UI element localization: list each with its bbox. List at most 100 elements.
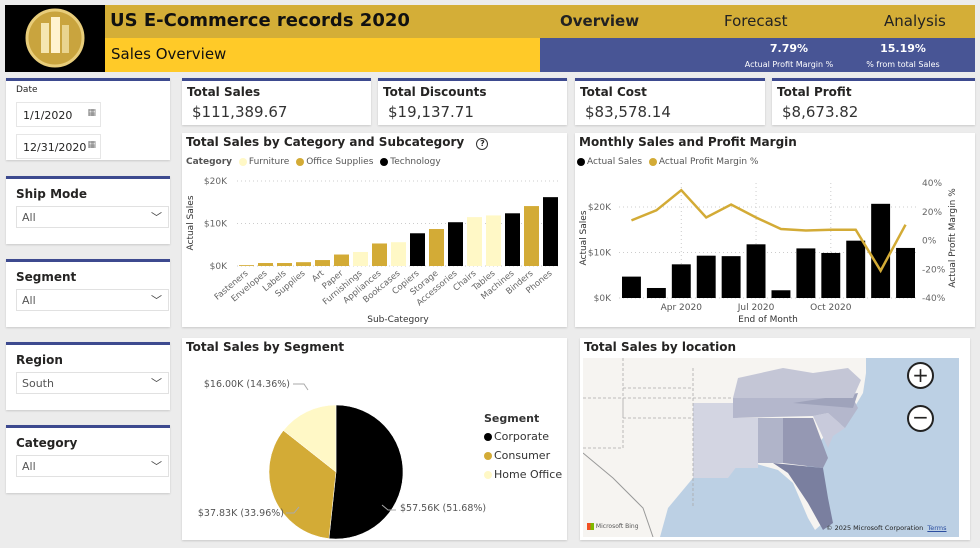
legend-technology[interactable]: Technology <box>390 157 441 167</box>
bar-chairs <box>467 217 482 266</box>
sales-bar-2020-06 <box>746 244 766 298</box>
y-axis-title: Actual Sales <box>579 210 589 265</box>
calendar-icon[interactable]: ▦ <box>87 140 96 150</box>
y2-tick-label: 40% <box>922 179 942 189</box>
segment-dropdown[interactable]: All ﹀ <box>16 289 169 311</box>
sales-bar-2020-04 <box>696 255 716 298</box>
legend-consumer[interactable]: Consumer <box>484 449 562 462</box>
y-axis-title: Actual Sales <box>186 195 196 250</box>
bar-labels <box>277 263 292 266</box>
sales-bar-2020-10 <box>846 240 866 298</box>
pie-plot: $57.56K (51.68%) $37.83K (33.96%) $16.00K … <box>198 379 486 540</box>
legend-label: Corporate <box>494 430 549 443</box>
kpi-total-discounts: Total Discounts $19,137.71 <box>378 78 567 125</box>
x-tick-label: Apr 2020 <box>661 303 703 313</box>
zoom-in-button[interactable]: + <box>907 362 934 389</box>
category-bar-plot: $0K$10K$20KFastenersEnvelopesLabelsSuppl… <box>186 177 560 325</box>
monthly-combo-plot: $0K $10K $20K -40% -20% 0% 20% 40% Apr 2020 Jul 2… <box>579 179 958 325</box>
nav-overview[interactable]: Overview <box>560 12 640 30</box>
bar-bookcases <box>391 242 406 266</box>
bar-furnishings <box>353 251 368 266</box>
x-axis-title: End of Month <box>738 315 798 325</box>
region-dropdown[interactable]: South ﹀ <box>16 372 169 394</box>
title-bar: US E-Commerce records 2020 Overview Fore… <box>105 5 975 38</box>
sales-bar-2020-12 <box>896 247 915 298</box>
pie-slice-corporate <box>328 404 404 540</box>
y2-tick-label: -20% <box>922 265 946 275</box>
chart-legend: Actual Sales Actual Profit Margin % <box>577 157 758 167</box>
leader-line <box>293 383 309 391</box>
legend-office-supplies[interactable]: Office Supplies <box>306 157 374 167</box>
bar-appliances <box>372 243 387 266</box>
bar-fasteners <box>239 265 254 266</box>
logo <box>5 5 105 72</box>
bar-paper <box>334 254 349 266</box>
sales-share-label: % from total Sales <box>866 60 940 69</box>
legend-corporate[interactable]: Corporate <box>484 430 562 443</box>
legend-dot <box>484 433 492 441</box>
pie-slice-consumer <box>268 430 337 539</box>
category-label: Category <box>16 436 78 450</box>
nav-analysis[interactable]: Analysis <box>884 12 946 30</box>
kpi-total-cost: Total Cost $83,578.14 <box>575 78 765 125</box>
bar-tables <box>486 215 501 266</box>
start-date-input[interactable]: 1/1/2020 ▦ <box>16 102 101 127</box>
data-label: $37.83K (33.96%) <box>198 508 284 519</box>
chart-legend: Category Furniture Office Supplies Techn… <box>186 157 441 167</box>
map-canvas[interactable] <box>583 358 959 537</box>
category-dropdown[interactable]: All ﹀ <box>16 455 169 477</box>
legend-dot <box>484 452 492 460</box>
bar-art <box>315 260 330 266</box>
legend-title: Segment <box>484 412 540 425</box>
legend-actual-sales[interactable]: Actual Sales <box>587 157 643 167</box>
nav-forecast[interactable]: Forecast <box>724 12 788 30</box>
y-tick-label: $0K <box>210 262 228 272</box>
leader-line <box>381 504 396 511</box>
category-value: All <box>22 460 36 473</box>
bing-attribution: Microsoft Bing <box>587 523 639 530</box>
kpi-value: $19,137.71 <box>388 103 474 121</box>
end-date-value: 12/31/2020 <box>23 141 87 154</box>
report-title: US E-Commerce records 2020 <box>110 10 410 31</box>
pie-legend: Segment Corporate Consumer Home Office <box>484 412 562 481</box>
legend-label: Home Office <box>494 468 563 481</box>
kpi-value: $83,578.14 <box>585 103 671 121</box>
region-value: South <box>22 377 54 390</box>
y-tick-label: $20K <box>588 203 612 213</box>
category-slicer: Category All ﹀ <box>6 425 170 493</box>
x-tick-label: Jul 2020 <box>737 303 775 313</box>
kpi-label: Total Discounts <box>383 85 487 99</box>
location-map: Total Sales by location + − Microsoft Bi… <box>580 338 970 540</box>
sales-bar-2020-09 <box>821 252 841 298</box>
zoom-out-button[interactable]: − <box>907 405 934 432</box>
ship-mode-dropdown[interactable]: All ﹀ <box>16 206 169 228</box>
legend-home-office[interactable]: Home Office <box>484 468 562 481</box>
profit-margin-line <box>630 188 907 274</box>
bar-binders <box>524 206 539 266</box>
chevron-down-icon: ﹀ <box>151 460 162 473</box>
bar-accessories <box>448 222 463 266</box>
legend-furniture[interactable]: Furniture <box>248 157 290 167</box>
legend-dot <box>296 157 305 166</box>
building-logo-icon <box>25 8 85 68</box>
page-subtitle: Sales Overview <box>111 45 227 63</box>
legend-label: Consumer <box>494 449 551 462</box>
sales-bar-2020-02 <box>646 287 666 298</box>
profit-margin-label: Actual Profit Margin % <box>744 60 834 69</box>
calendar-icon[interactable]: ▦ <box>87 108 96 118</box>
region-label: Region <box>16 353 63 367</box>
end-date-input[interactable]: 12/31/2020 ▦ <box>16 134 101 159</box>
pie-slice-home-office <box>283 404 337 473</box>
chevron-down-icon: ﹀ <box>151 377 162 390</box>
terms-link[interactable]: Terms <box>927 524 947 532</box>
legend-profit-margin[interactable]: Actual Profit Margin % <box>658 157 759 167</box>
bar-supplies <box>296 262 311 266</box>
legend-dot <box>380 157 389 166</box>
help-icon[interactable]: ? <box>476 138 489 150</box>
chevron-down-icon: ﹀ <box>151 211 162 224</box>
kpi-total-sales: Total Sales $111,389.67 <box>182 78 371 125</box>
microsoft-logo-icon <box>587 523 594 530</box>
segment-label: Segment <box>16 270 77 284</box>
sales-bar-2020-08 <box>796 248 816 298</box>
legend-dot <box>484 471 492 479</box>
